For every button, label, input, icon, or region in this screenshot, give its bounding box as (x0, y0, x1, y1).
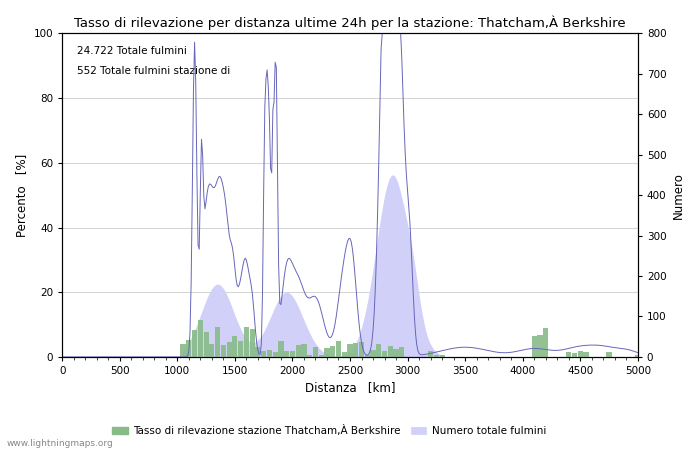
Bar (538, 335, 542, 357)
Bar (307, 355, 312, 357)
Bar (279, 341, 284, 357)
Bar (365, 355, 370, 357)
Bar (434, 355, 439, 357)
Bar (256, 346, 260, 357)
Text: www.lightningmaps.org: www.lightningmaps.org (7, 439, 113, 448)
Bar (272, 352, 278, 357)
Bar (186, 340, 191, 357)
Bar (324, 348, 330, 357)
Bar (313, 347, 318, 357)
Bar (209, 344, 214, 357)
Legend: Tasso di rilevazione stazione Thatcham,À Berkshire, Numero totale fulmini: Tasso di rilevazione stazione Thatcham,À… (108, 421, 550, 440)
Bar (181, 344, 186, 357)
Bar (399, 346, 405, 357)
Bar (250, 329, 255, 357)
Bar (578, 351, 583, 357)
Bar (342, 351, 346, 357)
Bar (267, 351, 272, 357)
Bar (376, 344, 382, 357)
Bar (336, 341, 341, 357)
Text: 24.722 Totale fulmini: 24.722 Totale fulmini (76, 46, 186, 56)
Title: Tasso di rilevazione per distanza ultime 24h per la stazione: Thatcham,À Berkshi: Tasso di rilevazione per distanza ultime… (74, 15, 626, 30)
Bar (290, 351, 295, 357)
Bar (359, 342, 364, 357)
Bar (440, 355, 444, 357)
Bar (566, 351, 571, 357)
Bar (238, 341, 243, 357)
Bar (215, 327, 220, 357)
Bar (606, 352, 612, 357)
Bar (583, 351, 589, 357)
Bar (543, 328, 548, 357)
Bar (198, 320, 203, 357)
Bar (354, 342, 358, 357)
Bar (192, 330, 197, 357)
Bar (388, 346, 393, 357)
Bar (428, 351, 433, 357)
Bar (635, 355, 640, 357)
Y-axis label: Numero: Numero (672, 172, 685, 219)
Bar (347, 344, 353, 357)
Bar (244, 327, 249, 357)
Bar (295, 345, 301, 357)
Bar (318, 356, 324, 357)
X-axis label: Distanza   [km]: Distanza [km] (304, 382, 395, 395)
Bar (370, 350, 376, 357)
Bar (261, 351, 266, 357)
Bar (382, 351, 387, 357)
Text: 552 Totale fulmini stazione di: 552 Totale fulmini stazione di (76, 66, 230, 76)
Y-axis label: Percento   [%]: Percento [%] (15, 153, 28, 237)
Bar (232, 336, 237, 357)
Bar (204, 332, 209, 357)
Bar (531, 337, 537, 357)
Bar (330, 346, 335, 357)
Bar (227, 342, 232, 357)
Bar (284, 351, 289, 357)
Bar (572, 353, 577, 357)
Bar (393, 349, 398, 357)
Bar (220, 345, 226, 357)
Bar (302, 344, 307, 357)
